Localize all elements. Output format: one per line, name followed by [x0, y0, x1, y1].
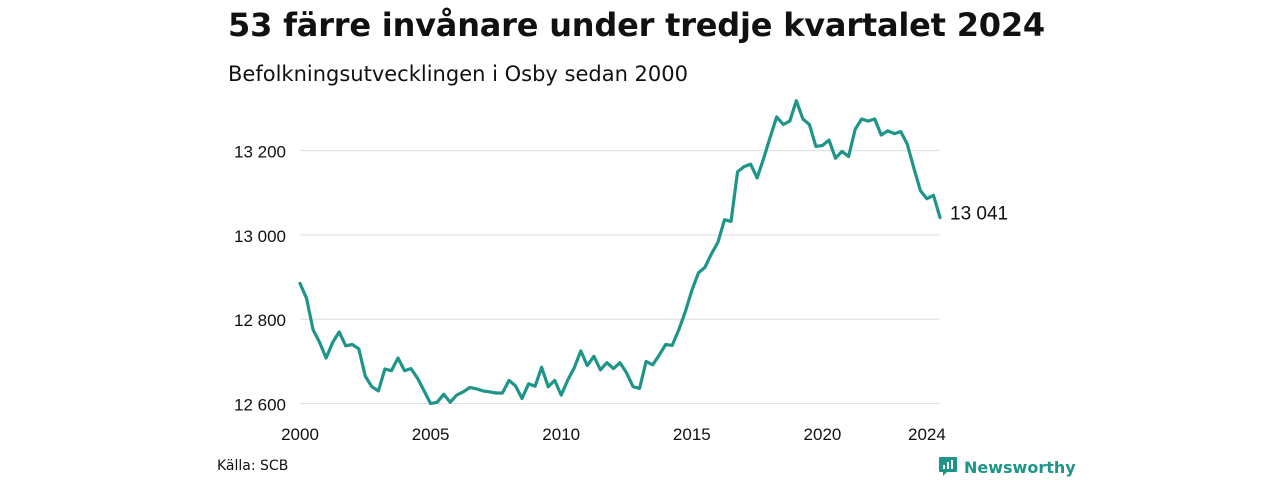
- brand-logo: Newsworthy: [938, 456, 1076, 478]
- brand-name: Newsworthy: [964, 457, 1076, 477]
- x-tick-label: 2015: [673, 425, 711, 444]
- source-note: Källa: SCB: [217, 458, 289, 474]
- x-tick-label: 2000: [281, 425, 319, 444]
- newsworthy-logo-icon: [939, 457, 957, 476]
- end-value-label: 13 041: [950, 204, 1008, 225]
- y-tick-label: 13 200: [234, 143, 286, 162]
- x-tick-label: 2020: [804, 425, 842, 444]
- x-tick-label: 2005: [412, 425, 450, 444]
- y-tick-label: 12 600: [234, 396, 286, 415]
- chart-subtitle: Befolkningsutvecklingen i Osby sedan 200…: [228, 62, 689, 86]
- population-line: [298, 99, 942, 406]
- chart-title: 53 färre invånare under tredje kvartalet…: [228, 6, 1045, 44]
- x-tick-label: 2010: [542, 425, 580, 444]
- y-axis-tick-labels: 12 600 12 800 13 000 13 200: [234, 143, 286, 415]
- x-tick-label: 2024: [908, 425, 946, 444]
- series-layer: [298, 99, 942, 406]
- x-axis-tick-labels: 2000 2005 2010 2015 2020 2024: [281, 425, 946, 444]
- y-tick-label: 13 000: [234, 227, 286, 246]
- y-tick-label: 12 800: [234, 311, 286, 330]
